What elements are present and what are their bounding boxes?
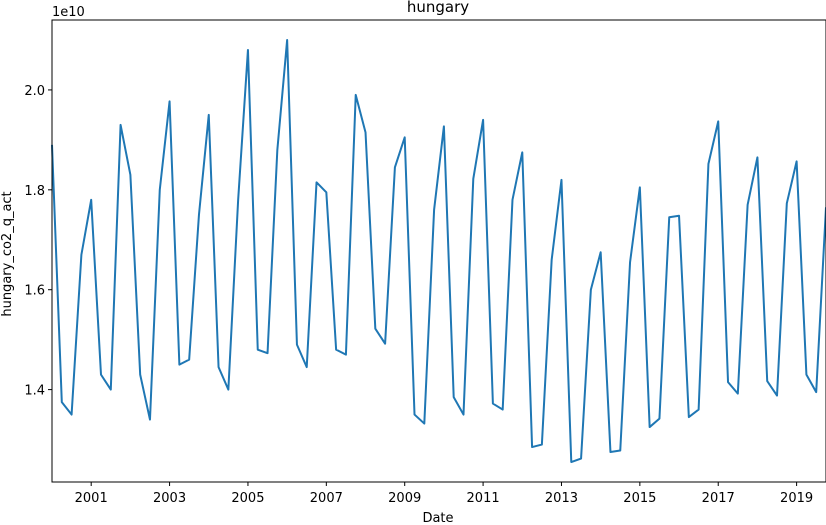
y-axis-label: hungary_co2_q_act — [0, 191, 15, 316]
x-tick-label: 2017 — [702, 491, 735, 506]
y-tick-label: 1.6 — [24, 284, 45, 299]
x-tick-label: 2011 — [467, 491, 500, 506]
y-axis-ticks: 1.4 1.6 1.8 2.0 — [24, 84, 52, 399]
x-tick-label: 2009 — [388, 491, 421, 506]
x-tick-label: 2005 — [231, 491, 264, 506]
x-tick-label: 2019 — [780, 491, 813, 506]
x-tick-label: 2007 — [310, 491, 343, 506]
x-tick-label: 2003 — [153, 491, 186, 506]
x-tick-label: 2015 — [623, 491, 656, 506]
x-axis-ticks: 2001 2003 2005 2007 2009 2011 2013 2015 2017 2019 — [75, 482, 813, 506]
y-tick-label: 1.4 — [24, 384, 45, 399]
x-tick-label: 2013 — [545, 491, 578, 506]
y-tick-label: 1.8 — [24, 184, 45, 199]
series-line — [51, 38, 826, 464]
y-axis-offset-label: 1e10 — [52, 5, 85, 20]
chart-title: hungary — [407, 0, 469, 16]
series-group — [51, 38, 826, 464]
x-tick-label: 2001 — [75, 491, 108, 506]
y-tick-label: 2.0 — [24, 84, 45, 99]
axes-frame — [51, 19, 826, 483]
x-axis-label: Date — [422, 511, 453, 525]
